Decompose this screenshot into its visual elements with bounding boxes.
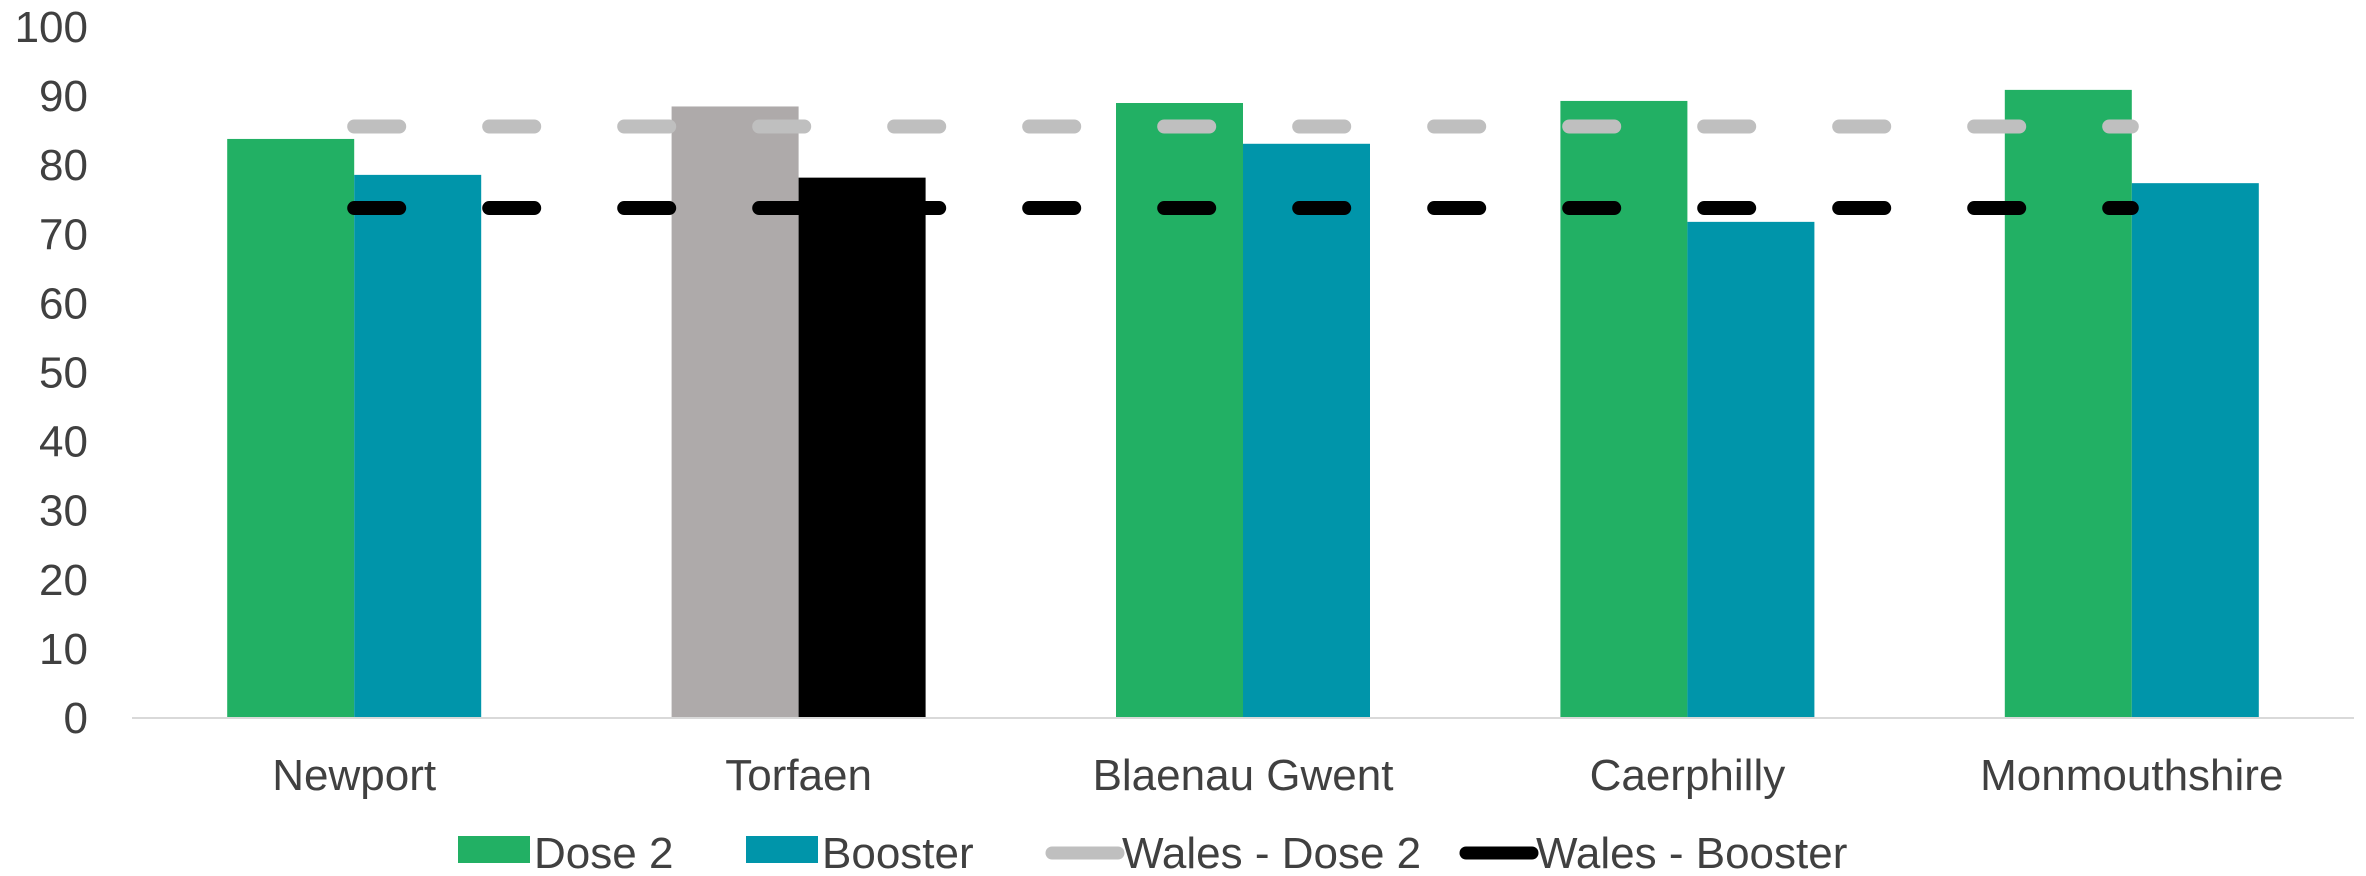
x-tick-label: Blaenau Gwent: [1093, 751, 1394, 800]
x-tick-label: Caerphilly: [1590, 751, 1786, 800]
y-tick-label: 20: [39, 556, 88, 605]
x-tick-label: Monmouthshire: [1980, 751, 2283, 800]
y-tick-label: 40: [39, 418, 88, 467]
x-axis-labels: Newport Torfaen Blaenau Gwent Caerphilly Mon…: [272, 751, 2283, 800]
bar-booster-blaenau-gwent: [1243, 143, 1370, 719]
legend-swatch-dose-2: [458, 836, 530, 863]
y-tick-label: 30: [39, 487, 88, 536]
bar-booster-newport: [354, 174, 482, 718]
y-tick-label: 90: [39, 72, 88, 121]
y-tick-label: 70: [39, 210, 88, 259]
y-axis-ticks: 0 10 20 30 40 50 60 70 80 90 100: [15, 3, 88, 743]
bar-dose-2-torfaen: [671, 106, 799, 719]
bars: [227, 89, 2259, 719]
y-tick-label: 0: [64, 694, 88, 743]
bar-dose-2-caerphilly: [1560, 100, 1688, 718]
legend-swatch-booster: [746, 836, 818, 863]
bar-booster-caerphilly: [1687, 221, 1815, 718]
x-tick-label: Newport: [272, 751, 436, 800]
legend-label-wales-dose-2: Wales - Dose 2: [1122, 829, 1421, 876]
y-tick-label: 100: [15, 3, 88, 52]
y-tick-label: 50: [39, 349, 88, 398]
bar-booster-torfaen: [798, 177, 926, 718]
y-tick-label: 80: [39, 141, 88, 190]
bar-dose-2-monmouthshire: [2004, 89, 2132, 719]
reference-lines: [347, 119, 2139, 216]
legend-label-booster: Booster: [822, 829, 974, 876]
bar-booster-monmouthshire: [2131, 183, 2259, 718]
legend: Dose 2 Booster Wales - Dose 2 Wales - Boost…: [458, 829, 1847, 876]
y-tick-label: 10: [39, 625, 88, 674]
y-tick-label: 60: [39, 279, 88, 328]
x-tick-label: Torfaen: [725, 751, 872, 800]
bar-dose-2-newport: [227, 138, 355, 718]
bar-dose-2-blaenau-gwent: [1116, 103, 1243, 718]
legend-label-wales-booster: Wales - Booster: [1536, 829, 1847, 876]
legend-label-dose-2: Dose 2: [534, 829, 673, 876]
